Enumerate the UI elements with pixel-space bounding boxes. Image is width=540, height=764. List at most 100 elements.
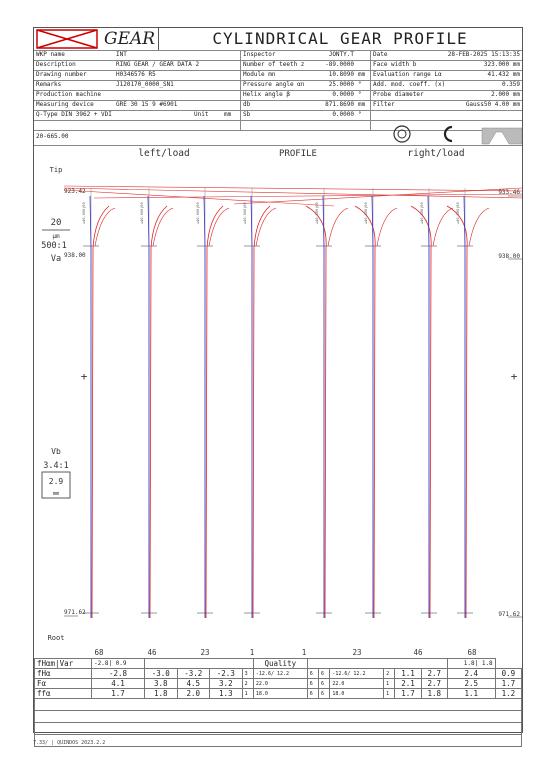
metric-value: -3.2 xyxy=(176,668,211,679)
info-table: WKP name INT Description RING GEAR / GEAR D… xyxy=(34,50,522,146)
plot-top-border xyxy=(34,145,522,146)
info-value: 0.0000 xyxy=(332,111,354,118)
info-value: H0346576 R5 xyxy=(116,71,156,78)
metric-mark: 2 xyxy=(241,678,254,689)
info-value: RING GEAR / GEAR DATA 2 xyxy=(116,61,200,68)
scale-top: 20-665.00 xyxy=(36,133,69,140)
tooth-number: 68 xyxy=(467,648,477,657)
info-unit: mm xyxy=(358,101,366,108)
profile-trace-blue xyxy=(371,195,374,618)
profile-trace-red xyxy=(149,205,168,619)
tip-reference-line xyxy=(63,185,522,192)
info-label: Number of teeth z xyxy=(243,61,305,68)
profile-tip-curve xyxy=(376,207,398,247)
metric-value: 4.1 xyxy=(91,678,145,689)
tip-label: Tip xyxy=(50,166,63,174)
profile-tip-curve xyxy=(208,207,230,247)
profile-trace-blue xyxy=(463,195,466,618)
spacer xyxy=(306,658,448,669)
trace-scale-label: +40.000|60 xyxy=(196,202,200,224)
profile-tip-curve xyxy=(468,207,490,247)
info-label: Face width b xyxy=(373,61,417,68)
profile-trace-blue xyxy=(250,195,253,618)
profile-trace-red xyxy=(91,205,110,619)
info-value: 323.000 mm xyxy=(483,61,520,68)
info-value: 41.432 mm xyxy=(487,71,520,78)
mag-label: 500:1 xyxy=(41,241,67,251)
row-divider xyxy=(34,80,522,81)
report-sheet: GEAR CYLINDRICAL GEAR PROFILE WKP name IN… xyxy=(33,27,523,747)
row-divider xyxy=(34,50,522,51)
quality-limit: 22.0 xyxy=(329,678,385,689)
row-divider xyxy=(34,60,522,61)
trace-scale-label: +40.000|60 xyxy=(456,202,460,224)
info-value: 2.000 mm xyxy=(491,91,520,98)
metric-mark: 1 xyxy=(241,688,254,699)
tooth-profile-icon xyxy=(481,127,522,145)
info-value: -89.0000 xyxy=(325,61,354,68)
metric-value: -2.8 xyxy=(91,668,145,679)
profile-plot: left/load PROFILE right/load Tip Root 20 µm500… xyxy=(41,125,522,657)
info-label: Drawing number xyxy=(36,71,87,78)
metric-value: 3.2 xyxy=(209,678,243,689)
info-label: db xyxy=(243,101,251,108)
y-bot-left-label: 971.62 xyxy=(64,609,86,616)
info-label: Date xyxy=(373,51,388,58)
metric-value: 1.2 xyxy=(494,688,523,699)
row-divider xyxy=(34,70,522,71)
quality-limit: -12.6/ 12.2 xyxy=(329,668,385,679)
row-divider xyxy=(34,100,522,101)
profile-label: PROFILE xyxy=(279,149,317,159)
info-unit: ° xyxy=(358,111,362,118)
trace-scale-label: +40.000|60 xyxy=(243,202,247,224)
metric-value: 2.7 xyxy=(420,678,448,689)
info-value: 25.0000 xyxy=(328,81,354,88)
metric-value: 1.3 xyxy=(209,688,243,699)
quality-class: 6 xyxy=(306,688,320,699)
profile-trace-red xyxy=(252,205,271,619)
left-load-label: left/load xyxy=(138,148,189,159)
profile-trace-blue xyxy=(89,195,92,618)
info-value: INT xyxy=(116,51,127,58)
info-label: Add. mod. coeff. (x) xyxy=(373,81,446,88)
metric-mark: 1 xyxy=(383,688,396,699)
unit-value: mm xyxy=(224,111,232,118)
profile-trace-red xyxy=(410,205,432,619)
y-mid-left-label: 938.00 xyxy=(64,252,86,259)
v-unit-label: µm xyxy=(52,233,60,240)
empty-row xyxy=(34,710,522,723)
info-label: Measuring device xyxy=(36,101,94,108)
quality-table: fHαm|Var -2.8| 0.9 Quality 1.8| 1.8 fHα -2.8-… xyxy=(34,658,523,747)
crosshair-mark: + xyxy=(511,370,518,383)
tooth-number: 68 xyxy=(94,648,104,657)
metric-value: 2.7 xyxy=(420,668,448,679)
metric-value: 2.1 xyxy=(394,678,422,689)
profile-tip-curve xyxy=(94,207,116,247)
tooth-number: 46 xyxy=(147,648,157,657)
metric-value: 2.5 xyxy=(446,678,496,689)
right-var-value: 1.8| 1.8 xyxy=(446,658,496,669)
quality-class: 6 xyxy=(318,678,331,689)
metric-value: -3.0 xyxy=(143,668,178,679)
info-value: 0.0000 xyxy=(332,91,354,98)
info-value: JONTY.T xyxy=(328,51,354,58)
metric-value: -2.3 xyxy=(209,668,243,679)
info-unit: mm xyxy=(358,71,366,78)
gear-icon xyxy=(393,125,411,143)
info-label: Remarks xyxy=(36,81,62,88)
report-header: GEAR CYLINDRICAL GEAR PROFILE xyxy=(34,28,522,51)
qtype-label: Q-Type DIN 3962 + VDI xyxy=(36,111,112,118)
profile-tip-curve xyxy=(255,207,277,247)
metric-value: 1.1 xyxy=(446,688,496,699)
profile-trace-red xyxy=(354,205,376,619)
vb-label: Vb xyxy=(51,447,61,456)
quality-limit: 18.0 xyxy=(329,688,385,699)
va-label: Va xyxy=(51,254,61,264)
quality-header-label: fHαm|Var xyxy=(34,658,92,669)
footer-text: 7.33/ | QUINDOS 2023.2.2 xyxy=(33,740,106,746)
y-top-right-label: 933.46 xyxy=(498,189,520,196)
rotation-icon xyxy=(443,125,453,143)
info-label: Inspector xyxy=(243,51,276,58)
y-mid-right-label: 938.00 xyxy=(498,253,520,260)
profile-tip-curve xyxy=(432,207,454,247)
